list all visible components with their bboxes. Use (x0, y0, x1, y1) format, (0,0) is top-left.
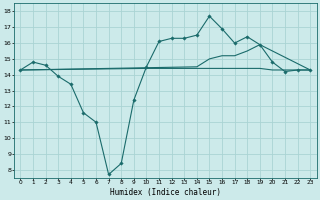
X-axis label: Humidex (Indice chaleur): Humidex (Indice chaleur) (110, 188, 221, 197)
